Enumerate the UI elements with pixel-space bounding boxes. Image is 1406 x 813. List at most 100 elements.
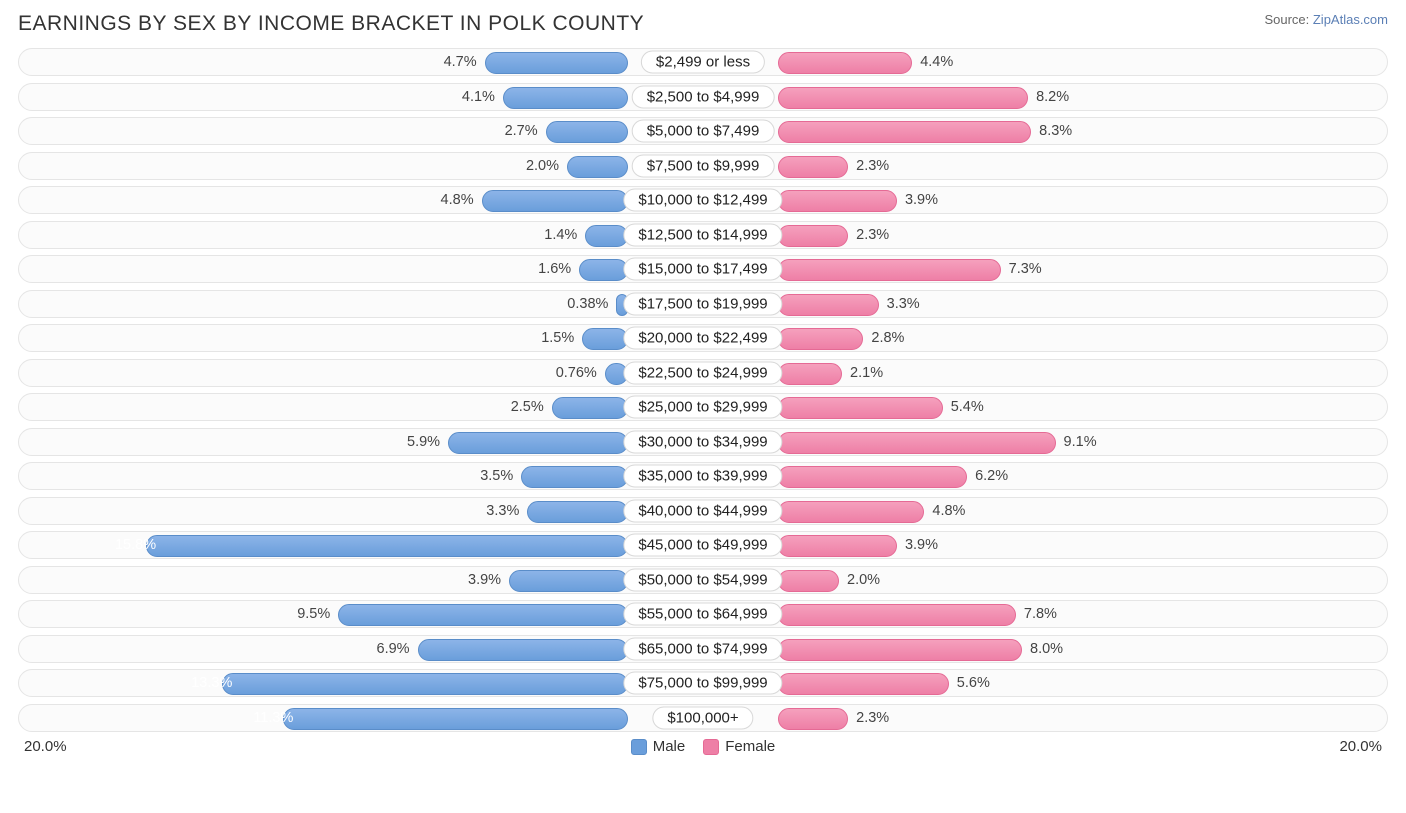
- female-value-label: 6.2%: [975, 468, 1008, 484]
- male-bar: [485, 52, 628, 74]
- female-bar: [778, 328, 863, 350]
- male-value-label: 1.5%: [541, 330, 574, 346]
- female-bar: [778, 639, 1022, 661]
- chart-row: 3.9%2.0%$50,000 to $54,999: [18, 566, 1388, 594]
- male-value-label: 11.3%: [253, 710, 293, 726]
- legend-female-label: Female: [725, 738, 775, 755]
- bracket-label: $10,000 to $12,499: [623, 189, 782, 212]
- legend-male-label: Male: [653, 738, 686, 755]
- bracket-label: $75,000 to $99,999: [623, 672, 782, 695]
- male-value-label: 5.9%: [407, 434, 440, 450]
- male-bar: [579, 259, 628, 281]
- bracket-label: $55,000 to $64,999: [623, 603, 782, 626]
- bracket-label: $2,500 to $4,999: [632, 85, 775, 108]
- legend: Male Female: [631, 738, 776, 755]
- bracket-label: $12,500 to $14,999: [623, 223, 782, 246]
- bracket-label: $100,000+: [652, 706, 753, 729]
- female-value-label: 3.3%: [887, 296, 920, 312]
- male-bar: [552, 397, 628, 419]
- female-bar: [778, 156, 848, 178]
- chart-title: EARNINGS BY SEX BY INCOME BRACKET IN POL…: [18, 12, 644, 36]
- source-prefix: Source:: [1264, 12, 1312, 27]
- male-bar: [338, 604, 628, 626]
- female-value-label: 3.9%: [905, 537, 938, 553]
- legend-item-female: Female: [703, 738, 775, 755]
- male-value-label: 6.9%: [377, 641, 410, 657]
- bracket-label: $20,000 to $22,499: [623, 327, 782, 350]
- male-bar: [222, 673, 628, 695]
- female-value-label: 2.0%: [847, 572, 880, 588]
- male-value-label: 0.38%: [567, 296, 608, 312]
- female-bar: [778, 604, 1016, 626]
- male-value-label: 15.8%: [115, 537, 156, 553]
- chart-row: 5.9% 9.1% $30,000 to $34,999: [18, 428, 1388, 456]
- chart-row: 9.5%7.8%$55,000 to $64,999: [18, 600, 1388, 628]
- female-bar: [778, 259, 1001, 281]
- female-bar: [778, 673, 949, 695]
- male-value-label: 1.6%: [538, 261, 571, 277]
- female-bar: [778, 708, 848, 730]
- female-bar: [778, 397, 943, 419]
- male-bar: [509, 570, 628, 592]
- female-bar: [778, 294, 879, 316]
- male-bar: [567, 156, 628, 178]
- female-bar: [778, 535, 897, 557]
- female-bar: [778, 121, 1031, 143]
- bracket-label: $25,000 to $29,999: [623, 396, 782, 419]
- male-bar: [482, 190, 628, 212]
- chart-row: 13.3% 5.6% $75,000 to $99,999: [18, 669, 1388, 697]
- female-bar: [778, 87, 1028, 109]
- bracket-label: $22,500 to $24,999: [623, 361, 782, 384]
- chart-row: 4.7%4.4%$2,499 or less: [18, 48, 1388, 76]
- male-bar: [283, 708, 628, 730]
- male-value-label: 4.8%: [441, 192, 474, 208]
- male-bar: [527, 501, 628, 523]
- bracket-label: $45,000 to $49,999: [623, 534, 782, 557]
- male-value-label: 1.4%: [544, 227, 577, 243]
- chart-row: 15.8% 3.9% $45,000 to $49,999: [18, 531, 1388, 559]
- source-attribution: Source: ZipAtlas.com: [1264, 12, 1388, 27]
- chart-row: 3.3%4.8%$40,000 to $44,999: [18, 497, 1388, 525]
- male-value-label: 3.5%: [480, 468, 513, 484]
- bracket-label: $30,000 to $34,999: [623, 430, 782, 453]
- male-bar: [546, 121, 628, 143]
- male-swatch-icon: [631, 739, 647, 755]
- chart-row: 1.6% 7.3% $15,000 to $17,499: [18, 255, 1388, 283]
- chart-row: 0.38% 3.3% $17,500 to $19,999: [18, 290, 1388, 318]
- male-bar: [448, 432, 628, 454]
- bracket-label: $5,000 to $7,499: [632, 120, 775, 143]
- chart-row: 4.8%3.9%$10,000 to $12,499: [18, 186, 1388, 214]
- female-bar: [778, 570, 839, 592]
- chart-row: 2.7% 8.3% $5,000 to $7,499: [18, 117, 1388, 145]
- bracket-label: $65,000 to $74,999: [623, 637, 782, 660]
- male-value-label: 2.7%: [505, 123, 538, 139]
- chart-row: 4.1%8.2%$2,500 to $4,999: [18, 83, 1388, 111]
- source-link[interactable]: ZipAtlas.com: [1313, 12, 1388, 27]
- female-swatch-icon: [703, 739, 719, 755]
- female-value-label: 5.4%: [951, 399, 984, 415]
- female-value-label: 5.6%: [957, 675, 990, 691]
- bracket-label: $15,000 to $17,499: [623, 258, 782, 281]
- female-value-label: 9.1%: [1064, 434, 1097, 450]
- female-value-label: 8.3%: [1039, 123, 1072, 139]
- female-bar: [778, 466, 967, 488]
- diverging-bar-chart: 4.7%4.4%$2,499 or less 4.1%8.2%$2,500 to …: [18, 48, 1388, 732]
- female-value-label: 7.3%: [1009, 261, 1042, 277]
- legend-item-male: Male: [631, 738, 686, 755]
- axis-cap-right: 20.0%: [1339, 738, 1382, 755]
- male-value-label: 13.3%: [191, 675, 232, 691]
- bracket-label: $17,500 to $19,999: [623, 292, 782, 315]
- bracket-label: $7,500 to $9,999: [632, 154, 775, 177]
- female-value-label: 2.1%: [850, 365, 883, 381]
- female-bar: [778, 52, 912, 74]
- male-value-label: 9.5%: [297, 606, 330, 622]
- chart-row: 0.76%2.1%$22,500 to $24,999: [18, 359, 1388, 387]
- chart-row: 2.0%2.3%$7,500 to $9,999: [18, 152, 1388, 180]
- chart-row: 3.5%6.2%$35,000 to $39,999: [18, 462, 1388, 490]
- male-bar: [146, 535, 628, 557]
- chart-row: 6.9%8.0%$65,000 to $74,999: [18, 635, 1388, 663]
- male-value-label: 2.5%: [511, 399, 544, 415]
- female-value-label: 4.8%: [932, 503, 965, 519]
- female-value-label: 2.3%: [856, 710, 889, 726]
- female-value-label: 4.4%: [920, 54, 953, 70]
